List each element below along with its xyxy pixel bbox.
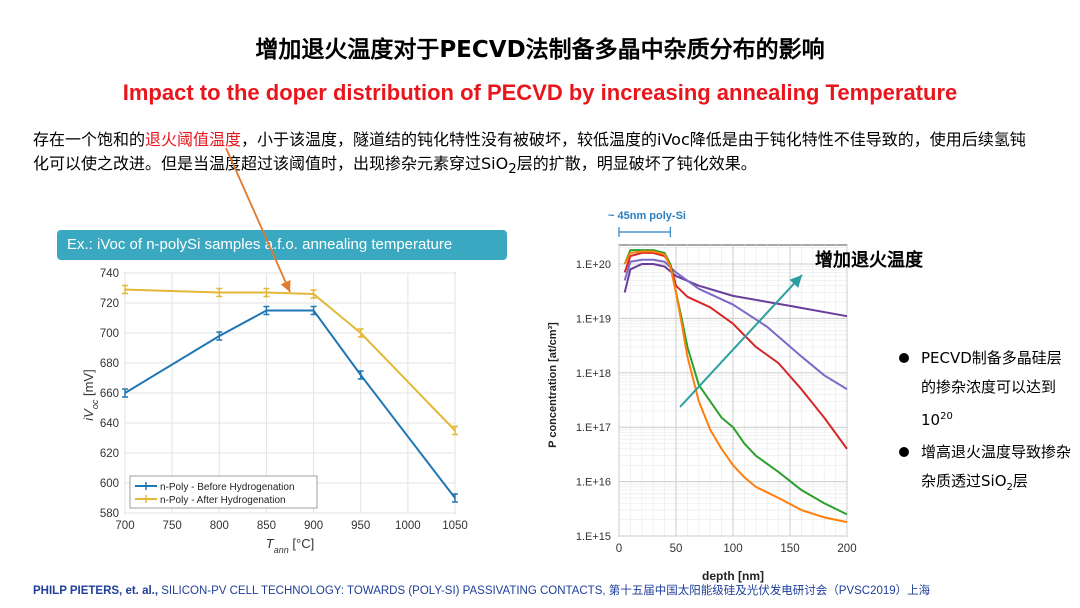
right-xtick-label: 0 [616, 543, 622, 555]
left-legend-label: n-Poly - Before Hydrogenation [160, 482, 295, 493]
footer-author: PHILP PIETERS, et. al., [33, 585, 159, 597]
right-xlabel: depth [nm] [702, 569, 764, 583]
left-ytick-label: 660 [100, 388, 119, 400]
left-legend-box [129, 475, 318, 509]
right-ytick-label: 1.E+19 [576, 313, 611, 325]
right-ytick-label: 1.E+20 [576, 259, 611, 271]
page-title: 增加退火温度对于PECVD法制备多晶中杂质分布的影响 [255, 37, 825, 63]
left-xlabel: Tann [°C] [266, 536, 314, 555]
para-highlight: 退火阈值温度 [145, 130, 242, 149]
left-xtick-label: 1050 [442, 520, 468, 532]
para-part1: 存在一个饱和的 [33, 130, 146, 149]
left-series-line-0 [124, 309, 456, 499]
left-legend-label: n-Poly - After Hydrogenation [160, 495, 286, 506]
left-xtick-label: 900 [304, 520, 323, 532]
bullet-dot-icon [899, 353, 909, 363]
right-ylabel: P concentration [at/cm³] [547, 322, 559, 448]
callout-arrow [225, 147, 291, 293]
bullet-item: PECVD制备多晶硅层的掺杂浓度可以达到1020 [893, 344, 1073, 435]
page-subtitle: Impact to the doper distribution of PECV… [122, 80, 958, 105]
bullet-text: PECVD制备多晶硅层的掺杂浓度可以达到10 [921, 349, 1062, 429]
right-xtick-label: 50 [670, 543, 683, 555]
bullet-sup: 20 [940, 411, 953, 422]
description-paragraph: 存在一个饱和的退火阈值温度，小于该温度，隧道结的钝化特性没有被破坏，较低温度的i… [33, 128, 1033, 182]
left-xtick-label: 1000 [395, 520, 421, 532]
right-xtick-label: 150 [780, 543, 799, 555]
left-ytick-label: 580 [100, 508, 119, 520]
left-xtick-label: 850 [257, 520, 276, 532]
bullet-dot-icon [899, 447, 909, 457]
left-ytick-label: 740 [100, 268, 119, 280]
left-ytick-label: 720 [100, 298, 119, 310]
left-xtick-label: 700 [115, 520, 134, 532]
right-xtick-label: 200 [837, 543, 856, 555]
bullet-list: PECVD制备多晶硅层的掺杂浓度可以达到1020 增高退火温度导致掺杂杂质透过S… [893, 344, 1073, 505]
right-ytick-label: 1.E+17 [576, 422, 611, 434]
left-ytick-label: 600 [100, 478, 119, 490]
footer-rest: SILICON-PV CELL TECHNOLOGY: TOWARDS (POL… [158, 585, 931, 597]
left-ytick-label: 620 [100, 448, 119, 460]
right-series-line-2 [623, 251, 848, 450]
left-ytick-label: 700 [100, 328, 119, 340]
right-ytick-label: 1.E+15 [576, 531, 611, 543]
bullet-text: 增高退火温度导致掺杂杂质透过SiO [921, 443, 1072, 490]
right-xtick-label: 100 [723, 543, 742, 555]
left-xtick-label: 750 [163, 520, 182, 532]
increase-temp-arrow [679, 274, 803, 408]
right-series-line-1 [623, 258, 848, 391]
footer-citation: PHILP PIETERS, et. al., SILICON-PV CELL … [33, 582, 930, 598]
bullet-tail: 层 [1012, 472, 1028, 490]
left-ytick-label: 680 [100, 358, 119, 370]
annotation-increase-temp: 增加退火温度 [815, 250, 923, 271]
poly-si-label: ~ 45nm poly-Si [608, 210, 686, 222]
left-ytick-label: 640 [100, 418, 119, 430]
bullet-item: 增高退火温度导致掺杂杂质透过SiO2层 [893, 438, 1073, 502]
left-xtick-label: 800 [210, 520, 229, 532]
left-series-line-1 [124, 288, 456, 432]
left-ylabel: iVoc [mV] [81, 369, 100, 420]
para-part2: ，小于该温度，隧道结的钝化特性没有被破坏，较低温度的iVoc降低是由于钝化特性不… [33, 130, 1026, 173]
right-series-line-3 [623, 249, 848, 516]
right-series-line-4 [623, 250, 848, 524]
left-xtick-label: 950 [351, 520, 370, 532]
right-series-line-0 [623, 263, 848, 318]
para-part3: 层的扩散，明显破坏了钝化效果。 [516, 154, 757, 173]
right-ytick-label: 1.E+18 [576, 368, 611, 380]
para-sub: 2 [508, 162, 517, 178]
right-ytick-label: 1.E+16 [576, 477, 611, 489]
bullet-sub: 2 [1006, 482, 1013, 493]
chart-banner: Ex.: iVoc of n-polySi samples a.f.o. ann… [57, 230, 507, 260]
